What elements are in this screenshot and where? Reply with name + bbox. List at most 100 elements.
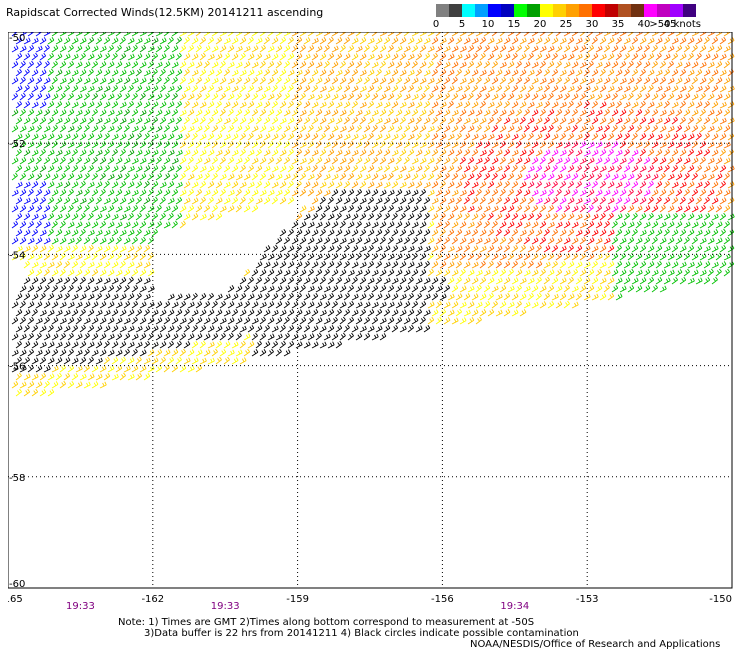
wind-barb (75, 141, 83, 149)
wind-barb (91, 77, 99, 85)
wind-barb (223, 133, 231, 141)
wind-barb (523, 173, 531, 181)
wind-barb (567, 148, 574, 157)
wind-barb (39, 276, 47, 285)
time-label: 19:34 (500, 601, 529, 610)
wind-barb (19, 189, 27, 197)
wind-barb (195, 317, 203, 325)
wind-barb (443, 317, 451, 325)
wind-barb (19, 220, 27, 229)
wind-barb (275, 189, 283, 197)
wind-barb (155, 349, 163, 357)
wind-barb (627, 77, 635, 85)
wind-barb (427, 205, 435, 213)
wind-barb (283, 156, 291, 165)
wind-barb (111, 84, 119, 93)
wind-barb (91, 125, 99, 133)
wind-barb (175, 181, 183, 189)
wind-barb (59, 237, 67, 245)
wind-barb (295, 148, 303, 157)
wind-barb (427, 29, 435, 37)
wind-barb (135, 341, 143, 349)
wind-barb (35, 220, 42, 229)
wind-barb (419, 269, 427, 277)
wind-barb (163, 92, 171, 101)
wind-barb (83, 285, 91, 293)
wind-barb (223, 356, 230, 365)
wind-barb (459, 173, 467, 181)
wind-barb (83, 268, 91, 277)
wind-barb (575, 116, 583, 125)
wind-barb (303, 148, 311, 157)
wind-barb (95, 245, 103, 253)
wind-barb (387, 157, 395, 165)
wind-barb (23, 181, 31, 189)
wind-barb (35, 156, 42, 165)
wind-barb (539, 60, 546, 69)
wind-barb (511, 117, 519, 125)
wind-barb (439, 244, 446, 253)
wind-barb (395, 92, 403, 101)
wind-barb (471, 245, 479, 253)
wind-barb (111, 213, 119, 221)
wind-barb (343, 292, 350, 301)
wind-barb (363, 44, 370, 53)
wind-barb (547, 237, 555, 245)
wind-barb (351, 149, 359, 157)
wind-barb (323, 77, 331, 85)
wind-barb (403, 221, 411, 229)
wind-barb (663, 277, 671, 285)
wind-barb (31, 293, 39, 301)
wind-barb (171, 45, 179, 53)
wind-barb (407, 53, 415, 61)
wind-barb (387, 29, 395, 37)
wind-barb (287, 180, 294, 189)
wind-barb (207, 69, 215, 77)
wind-barb (455, 293, 463, 301)
wind-barb (35, 28, 43, 37)
wind-barb (439, 180, 446, 189)
wind-barb (475, 220, 483, 229)
wind-barb (303, 277, 311, 285)
wind-barb (475, 124, 482, 133)
wind-barb (419, 61, 427, 69)
wind-barb (363, 173, 371, 181)
wind-barb (135, 68, 142, 77)
wind-barb (379, 124, 387, 133)
wind-barb (675, 157, 683, 165)
wind-barb (667, 45, 675, 53)
wind-barb (499, 140, 507, 149)
wind-barb (135, 180, 143, 189)
wind-barb (691, 29, 699, 37)
wind-barb (443, 189, 451, 197)
wind-barb (367, 244, 374, 253)
wind-barb (463, 69, 471, 77)
wind-barb (151, 149, 159, 157)
wind-barb (579, 28, 586, 37)
wind-barb (651, 44, 658, 53)
wind-barb (71, 293, 79, 301)
wind-barb (255, 85, 263, 93)
wind-barb (511, 133, 519, 141)
wind-barb (67, 253, 75, 261)
wind-barb (179, 157, 187, 165)
wind-barb (559, 260, 567, 269)
wind-barb (71, 117, 79, 125)
wind-barb (659, 204, 666, 213)
wind-barb (283, 125, 291, 133)
wind-barb (567, 244, 574, 253)
wind-barb (43, 29, 51, 37)
wind-barb (323, 317, 331, 325)
wind-barb (659, 92, 667, 101)
wind-barb (43, 237, 51, 245)
wind-barb (187, 156, 194, 165)
wind-barb (131, 300, 139, 309)
wind-barb (111, 37, 119, 45)
wind-barb (199, 116, 206, 125)
wind-barb (487, 277, 495, 285)
wind-barb (483, 77, 491, 85)
footer-notes: Note: 1) Times are GMT 2)Times along bot… (118, 617, 579, 639)
wind-barb (319, 101, 327, 109)
wind-barb (59, 29, 67, 37)
wind-barb (123, 253, 131, 261)
